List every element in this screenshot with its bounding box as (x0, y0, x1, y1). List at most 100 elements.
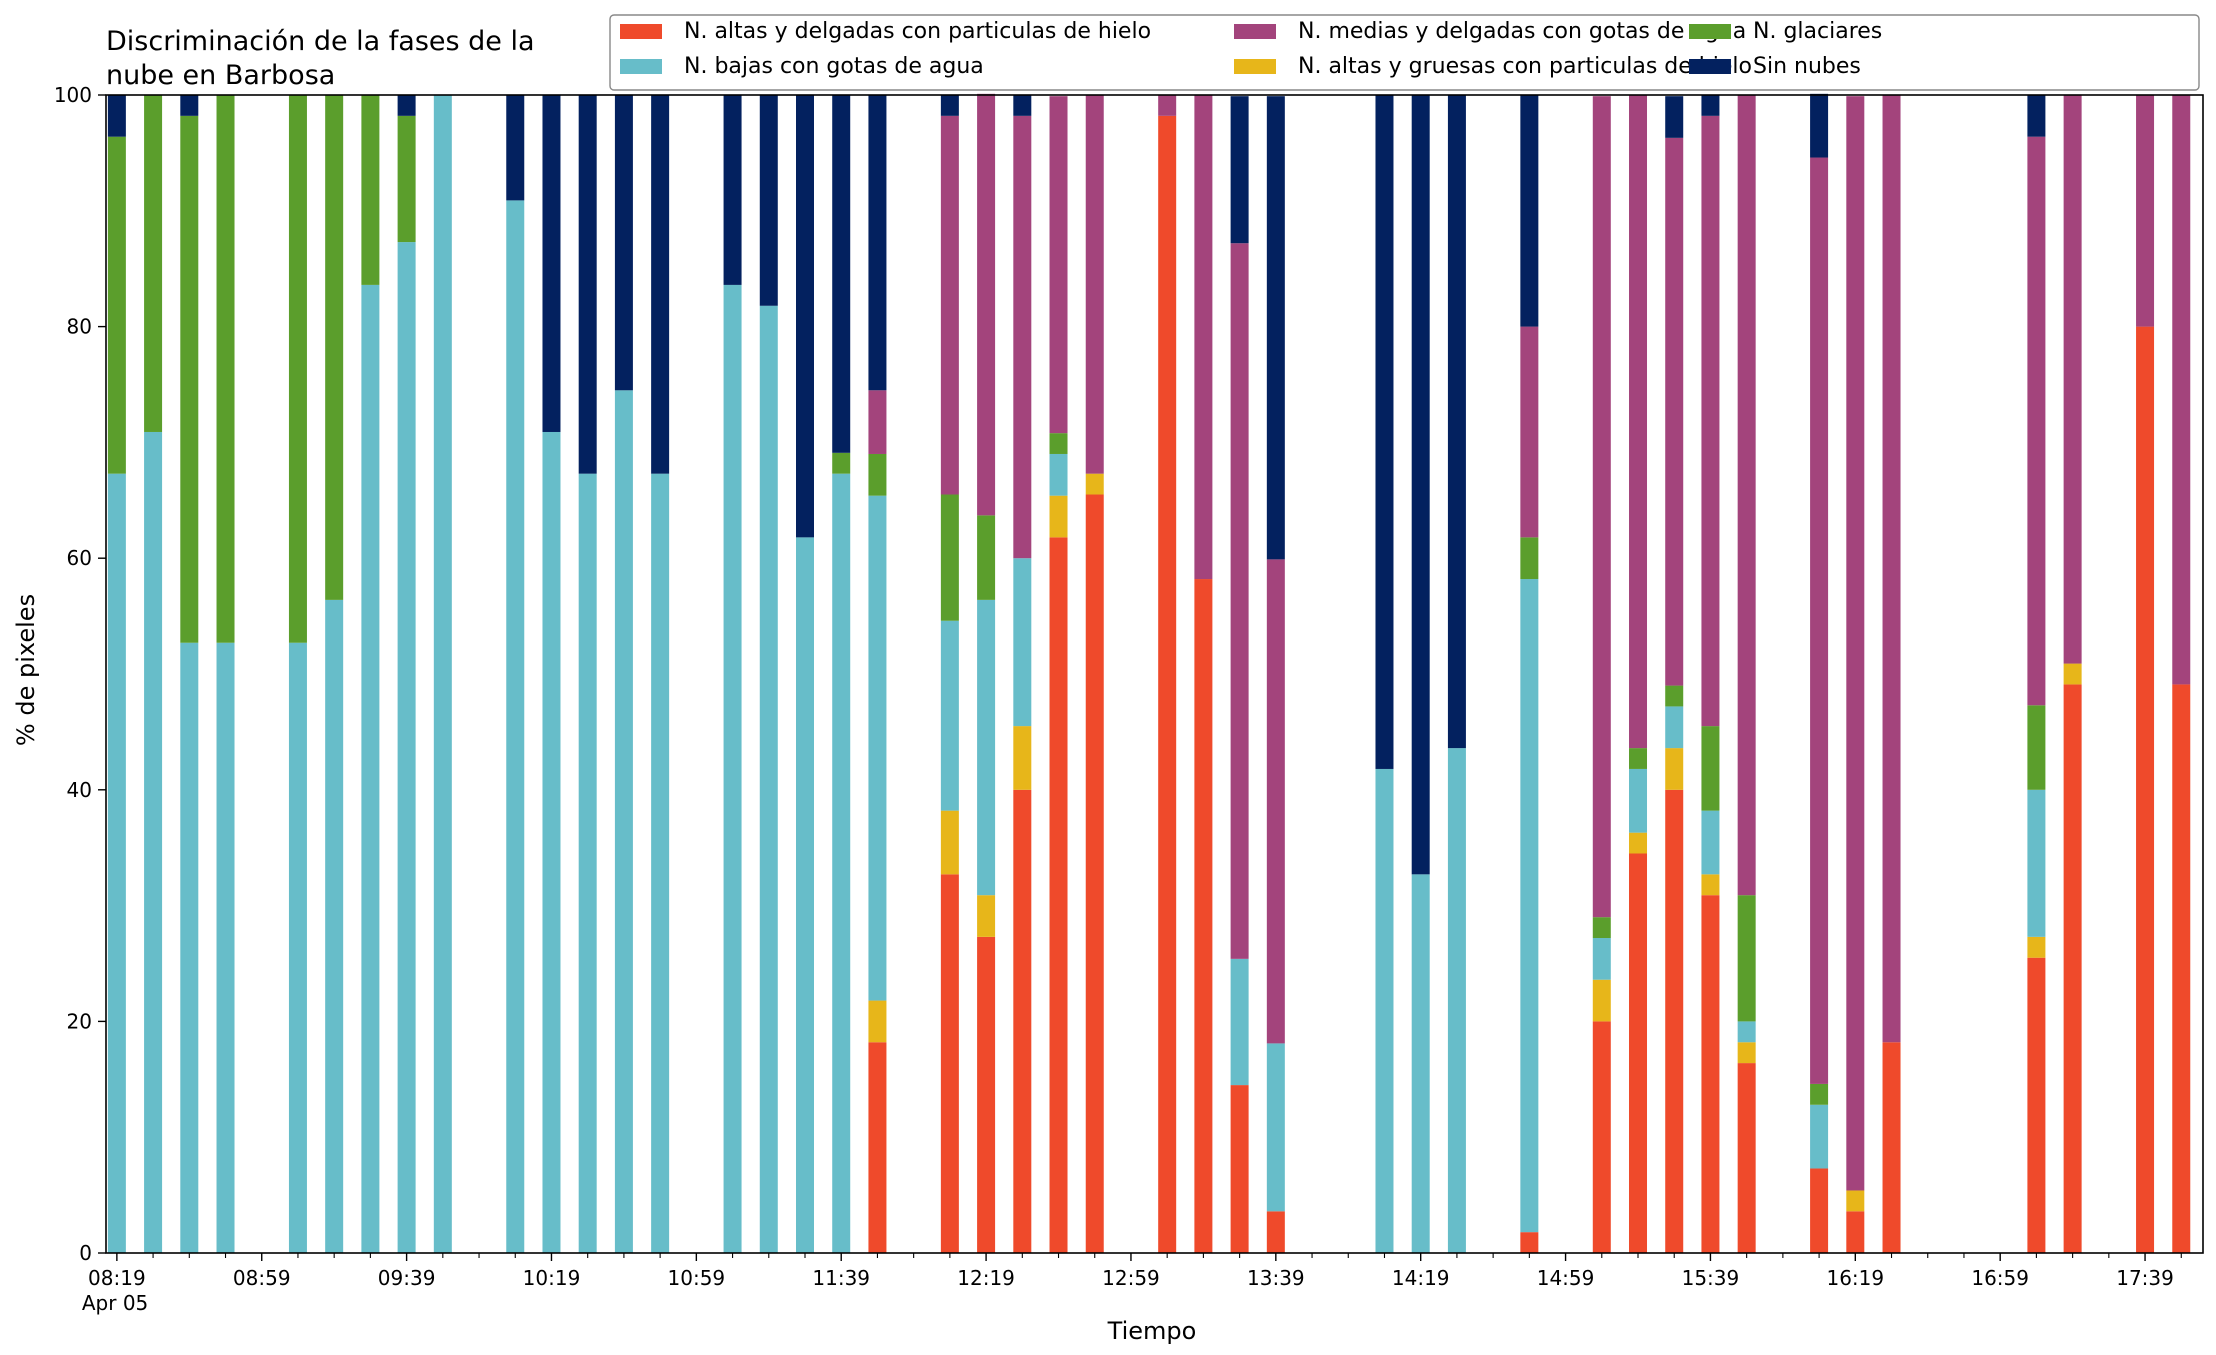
bar-segment-n-bajas-con-gotas-de-agua (361, 284, 380, 1253)
bar-stack (397, 95, 416, 1253)
x-date-label: Apr 05 (82, 1291, 148, 1315)
bar-stack (1266, 96, 1285, 1253)
bar-segment-sin-nubes (1810, 93, 1829, 158)
x-tick-label: 10:19 (523, 1266, 581, 1290)
bar-segment-n-medias-y-delgadas-con-gotas-de-agua (1592, 96, 1611, 918)
bar-segment-sin-nubes (614, 95, 633, 391)
bar-segment-n-glaciares (1629, 748, 1648, 769)
bar-segment-n-altas-y-gruesas-con-particulas-de-hielo (1846, 1190, 1865, 1212)
bar-stack (1592, 96, 1611, 1253)
bar-segment-n-altas-y-delgadas-con-particulas-de-hielo (868, 1042, 887, 1253)
legend-item-n-altas-y-delgadas-con-particulas-de-hielo: N. altas y delgadas con particulas de hi… (620, 19, 1151, 44)
bar-segment-n-bajas-con-gotas-de-agua (1266, 1043, 1285, 1212)
bar-segment-n-glaciares (288, 95, 307, 643)
bar-segment-n-glaciares (1520, 537, 1539, 580)
bar-segment-n-bajas-con-gotas-de-agua (614, 390, 633, 1253)
bar-segment-n-bajas-con-gotas-de-agua (1411, 874, 1430, 1253)
bar-segment-sin-nubes (506, 95, 525, 201)
bar-segment-n-bajas-con-gotas-de-agua (506, 200, 525, 1253)
bar-stack (977, 93, 996, 1253)
bar-segment-n-medias-y-delgadas-con-gotas-de-agua (1085, 95, 1104, 474)
chart-title-line-1: Discriminación de la fases de la (106, 26, 535, 57)
bar-segment-n-medias-y-delgadas-con-gotas-de-agua (2027, 136, 2046, 706)
bar-stack (180, 95, 199, 1253)
bar-segment-n-glaciares (1701, 726, 1720, 811)
bar-segment-n-medias-y-delgadas-con-gotas-de-agua (868, 390, 887, 454)
bar-segment-n-bajas-con-gotas-de-agua (1013, 558, 1032, 727)
bar-segment-sin-nubes (397, 95, 416, 116)
bar-segment-n-bajas-con-gotas-de-agua (1810, 1104, 1829, 1169)
bar-stack (1882, 95, 1901, 1253)
legend-item-n-bajas-con-gotas-de-agua: N. bajas con gotas de agua (620, 54, 984, 79)
bar-stack (433, 95, 452, 1253)
chart-title: Discriminación de la fases de la nube en… (106, 26, 535, 91)
bar-stack (940, 95, 959, 1253)
legend: N. altas y delgadas con particulas de hi… (609, 14, 2200, 91)
bar-segment-n-altas-y-delgadas-con-particulas-de-hielo (1882, 1042, 1901, 1253)
bar-segment-n-altas-y-gruesas-con-particulas-de-hielo (1629, 832, 1648, 854)
bar-segment-n-glaciares (361, 95, 380, 285)
bar-segment-sin-nubes (542, 95, 561, 432)
bar-segment-n-bajas-con-gotas-de-agua (1520, 579, 1539, 1233)
legend-swatch (1689, 59, 1731, 74)
y-tick-label: 60 (67, 546, 92, 570)
bar-segment-n-bajas-con-gotas-de-agua (940, 620, 959, 811)
legend-item-sin-nubes: Sin nubes (1689, 54, 1861, 79)
bar-segment-n-altas-y-delgadas-con-particulas-de-hielo (1665, 789, 1684, 1253)
bar-segment-n-medias-y-delgadas-con-gotas-de-agua (1194, 95, 1213, 580)
legend-swatch (1689, 24, 1731, 39)
bar-stack (1810, 93, 1829, 1253)
bar-stack (1194, 95, 1213, 1253)
bar-segment-n-bajas-con-gotas-de-agua (651, 473, 670, 1253)
bar-segment-sin-nubes (1447, 95, 1466, 749)
bar-segment-n-bajas-con-gotas-de-agua (832, 473, 851, 1253)
bar-segment-n-altas-y-gruesas-con-particulas-de-hielo (940, 810, 959, 875)
bar-segment-n-glaciares (397, 115, 416, 243)
bar-segment-n-altas-y-gruesas-con-particulas-de-hielo (1665, 748, 1684, 790)
bar-stack (325, 95, 344, 1253)
bar-segment-n-bajas-con-gotas-de-agua (796, 537, 814, 1253)
bar-segment-n-glaciares (940, 494, 959, 621)
bar-stack (2136, 95, 2155, 1254)
bar-stack (1846, 96, 1865, 1253)
bar-segment-sin-nubes (1411, 95, 1430, 875)
bar-segment-n-glaciares (2027, 705, 2046, 790)
y-tick-label: 0 (79, 1241, 92, 1265)
bar-segment-sin-nubes (1375, 95, 1394, 769)
bars-layer (107, 93, 2191, 1254)
bar-segment-n-bajas-con-gotas-de-agua (288, 642, 307, 1253)
bar-segment-n-altas-y-gruesas-con-particulas-de-hielo (1013, 726, 1032, 790)
bar-stack (796, 95, 814, 1253)
bar-stack (1230, 96, 1249, 1253)
axes: 0 20 40 60 80 100 08:19 08:59 09:39 10:19 10:59 11:… (54, 83, 2204, 1315)
bar-segment-n-altas-y-gruesas-con-particulas-de-hielo (868, 1000, 887, 1043)
legend-label: N. altas y delgadas con particulas de hi… (684, 19, 1151, 44)
bar-segment-n-altas-y-delgadas-con-particulas-de-hielo (2136, 326, 2155, 1254)
bar-segment-sin-nubes (1266, 96, 1285, 560)
bar-segment-n-medias-y-delgadas-con-gotas-de-agua (2172, 95, 2191, 685)
bar-stack (578, 95, 597, 1253)
bar-segment-n-bajas-con-gotas-de-agua (433, 95, 452, 1253)
bar-stack (144, 95, 163, 1254)
bar-segment-n-bajas-con-gotas-de-agua (325, 599, 344, 1253)
legend-label: N. bajas con gotas de agua (684, 54, 984, 79)
bar-segment-n-medias-y-delgadas-con-gotas-de-agua (1882, 95, 1901, 1043)
legend-item-n-altas-y-gruesas-con-particulas-de-hielo: N. altas y gruesas con particulas de hie… (1234, 54, 1752, 79)
bar-segment-n-altas-y-gruesas-con-particulas-de-hielo (1701, 874, 1720, 896)
bar-segment-sin-nubes (1230, 96, 1249, 244)
bar-segment-sin-nubes (723, 95, 742, 285)
bar-stack (1447, 95, 1466, 1253)
bar-segment-n-altas-y-delgadas-con-particulas-de-hielo (2172, 684, 2191, 1253)
x-tick-label: 14:59 (1537, 1266, 1595, 1290)
bar-segment-sin-nubes (940, 95, 959, 116)
y-axis-label: % de pixeles (12, 594, 40, 746)
bar-stack (288, 95, 307, 1253)
bar-segment-n-glaciares (977, 515, 996, 600)
bar-segment-n-glaciares (1049, 433, 1068, 454)
legend-item-n-medias-y-delgadas-con-gotas-de-agua: N. medias y delgadas con gotas de agua (1234, 19, 1746, 44)
x-tick-label: 14:19 (1392, 1266, 1450, 1290)
bar-segment-n-bajas-con-gotas-de-agua (1375, 768, 1394, 1253)
bar-segment-n-bajas-con-gotas-de-agua (1592, 938, 1611, 980)
bar-segment-n-medias-y-delgadas-con-gotas-de-agua (977, 93, 996, 516)
bar-segment-n-altas-y-delgadas-con-particulas-de-hielo (940, 874, 959, 1253)
